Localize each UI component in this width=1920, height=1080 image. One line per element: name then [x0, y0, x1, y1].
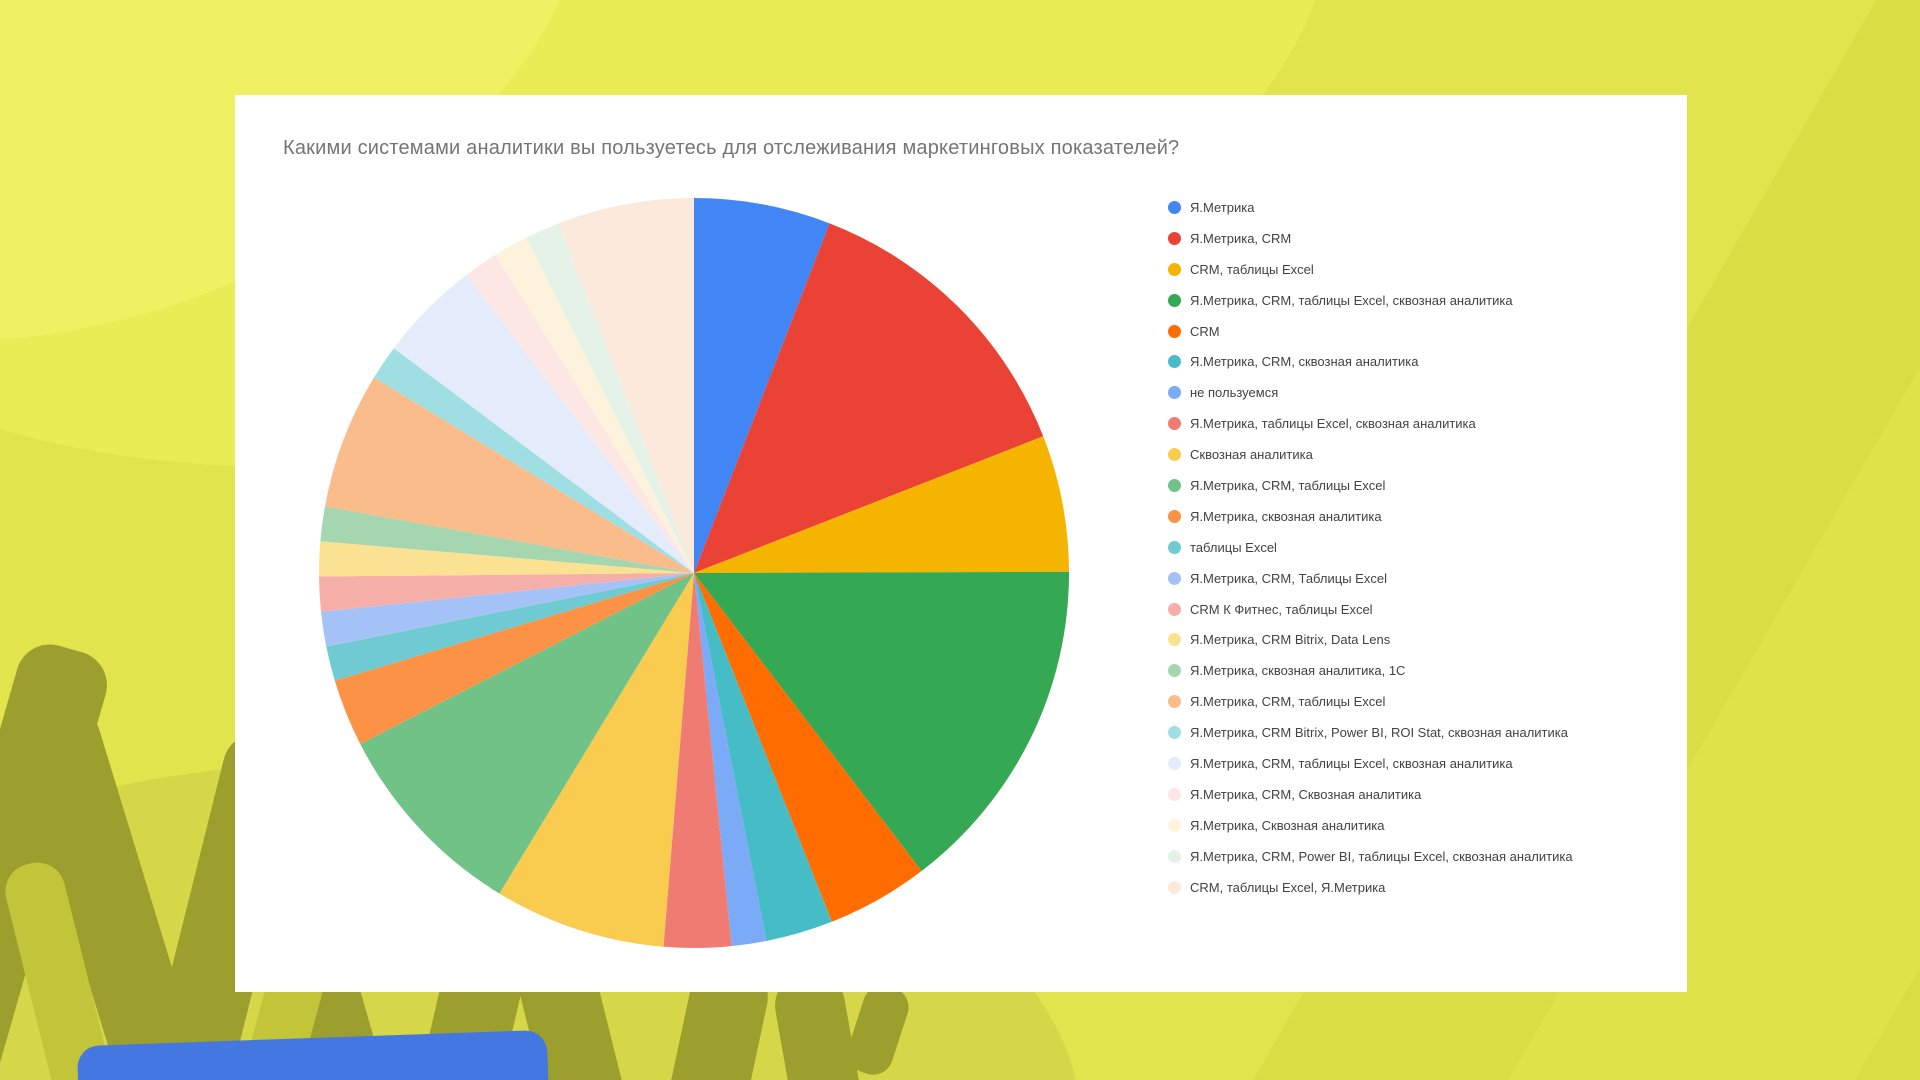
chart-title: Какими системами аналитики вы пользуетес… — [283, 137, 1180, 159]
legend-item: Я.Метрика, CRM, таблицы Excel — [1168, 470, 1573, 501]
legend-label: не пользуемся — [1190, 385, 1279, 401]
legend-label: таблицы Excel — [1190, 539, 1277, 555]
legend-color-dot — [1168, 849, 1181, 863]
legend-color-dot — [1168, 509, 1181, 523]
legend-item: Я.Метрика, CRM, сквозная аналитика — [1168, 346, 1573, 377]
legend-label: Я.Метрика, CRM Bitrix, Power BI, ROI Sta… — [1190, 725, 1568, 741]
legend-color-dot — [1168, 448, 1181, 462]
legend-item: CRM — [1168, 316, 1573, 347]
legend-color-dot — [1168, 200, 1181, 214]
legend-color-dot — [1168, 355, 1181, 369]
legend-label: Сквозная аналитика — [1190, 447, 1313, 463]
legend-item: CRM, таблицы Excel — [1168, 254, 1573, 285]
legend-color-dot — [1168, 478, 1181, 492]
legend-label: Я.Метрика, CRM, Power BI, таблицы Excel,… — [1190, 848, 1573, 864]
background-blue-strip — [76, 1029, 550, 1080]
legend-label: CRM К Фитнес, таблицы Excel — [1190, 601, 1373, 617]
legend-item: таблицы Excel — [1168, 532, 1573, 563]
legend-label: Я.Метрика, Сквозная аналитика — [1190, 817, 1385, 833]
legend-label: Я.Метрика, CRM, Таблицы Excel — [1190, 570, 1387, 586]
legend-item: Я.Метрика, Сквозная аналитика — [1168, 810, 1573, 841]
legend-color-dot — [1168, 540, 1181, 554]
legend-item: Я.Метрика, CRM, Сквозная аналитика — [1168, 779, 1573, 810]
legend-color-dot — [1168, 726, 1181, 740]
legend-color-dot — [1168, 231, 1181, 245]
legend-item: Я.Метрика, CRM — [1168, 223, 1573, 254]
legend-label: CRM, таблицы Excel — [1190, 261, 1314, 277]
legend-item: Я.Метрика, CRM Bitrix, Power BI, ROI Sta… — [1168, 717, 1573, 748]
legend-label: Я.Метрика — [1190, 199, 1255, 215]
legend-label: Я.Метрика, CRM, таблицы Excel — [1190, 694, 1386, 710]
legend-color-dot — [1168, 262, 1181, 276]
legend-label: Я.Метрика, CRM Bitrix, Data Lens — [1190, 632, 1391, 648]
legend-label: Я.Метрика, CRM, таблицы Excel, сквозная … — [1190, 292, 1513, 308]
legend-item: Я.Метрика, CRM Bitrix, Data Lens — [1168, 624, 1573, 655]
legend-color-dot — [1168, 695, 1181, 709]
legend-item: Я.Метрика, CRM, таблицы Excel, сквозная … — [1168, 748, 1573, 779]
legend-item: Я.Метрика, сквозная аналитика — [1168, 501, 1573, 532]
legend-item: Я.Метрика — [1168, 192, 1573, 223]
legend-color-dot — [1168, 324, 1181, 338]
pie-slice[interactable] — [326, 573, 694, 681]
legend-label: CRM, таблицы Excel, Я.Метрика — [1190, 879, 1386, 895]
legend-color-dot — [1168, 602, 1181, 616]
legend-label: Я.Метрика, сквозная аналитика, 1С — [1190, 663, 1406, 679]
graffiti-apostrophe — [842, 980, 914, 1080]
legend-item: Я.Метрика, CRM, таблицы Excel — [1168, 686, 1573, 717]
legend-label: Я.Метрика, CRM — [1190, 230, 1292, 246]
legend-color-dot — [1168, 417, 1181, 431]
legend-color-dot — [1168, 787, 1181, 801]
chart-card: Какими системами аналитики вы пользуетес… — [235, 95, 1687, 992]
pie-slice[interactable] — [334, 573, 694, 744]
legend-item: Я.Метрика, CRM, таблицы Excel, сквозная … — [1168, 285, 1573, 316]
legend-item: CRM, таблицы Excel, Я.Метрика — [1168, 872, 1573, 903]
pie-chart — [319, 198, 1069, 948]
legend-label: Я.Метрика, CRM, таблицы Excel — [1190, 477, 1386, 493]
graffiti-highlight — [0, 856, 121, 1080]
legend-item: Я.Метрика, таблицы Excel, сквозная анали… — [1168, 408, 1573, 439]
legend-label: Я.Метрика, CRM, Сквозная аналитика — [1190, 786, 1422, 802]
legend-label: Я.Метрика, CRM, сквозная аналитика — [1190, 354, 1419, 370]
legend-color-dot — [1168, 818, 1181, 832]
legend-item: Сквозная аналитика — [1168, 439, 1573, 470]
legend-color-dot — [1168, 571, 1181, 585]
legend-label: Я.Метрика, CRM, таблицы Excel, сквозная … — [1190, 755, 1513, 771]
legend-color-dot — [1168, 880, 1181, 894]
legend-item: Я.Метрика, CRM, Таблицы Excel — [1168, 563, 1573, 594]
legend-color-dot — [1168, 386, 1181, 400]
legend-item: Я.Метрика, CRM, Power BI, таблицы Excel,… — [1168, 841, 1573, 872]
legend-color-dot — [1168, 633, 1181, 647]
legend-label: Я.Метрика, сквозная аналитика — [1190, 508, 1382, 524]
legend-label: Я.Метрика, таблицы Excel, сквозная анали… — [1190, 416, 1476, 432]
legend-item: Я.Метрика, сквозная аналитика, 1С — [1168, 655, 1573, 686]
legend-color-dot — [1168, 664, 1181, 678]
legend-color-dot — [1168, 756, 1181, 770]
legend-item: CRM К Фитнес, таблицы Excel — [1168, 594, 1573, 625]
legend-item: не пользуемся — [1168, 377, 1573, 408]
legend-color-dot — [1168, 293, 1181, 307]
legend-label: CRM — [1190, 323, 1220, 339]
legend: Я.Метрика Я.Метрика, CRM CRM, таблицы Exce… — [1168, 192, 1573, 902]
